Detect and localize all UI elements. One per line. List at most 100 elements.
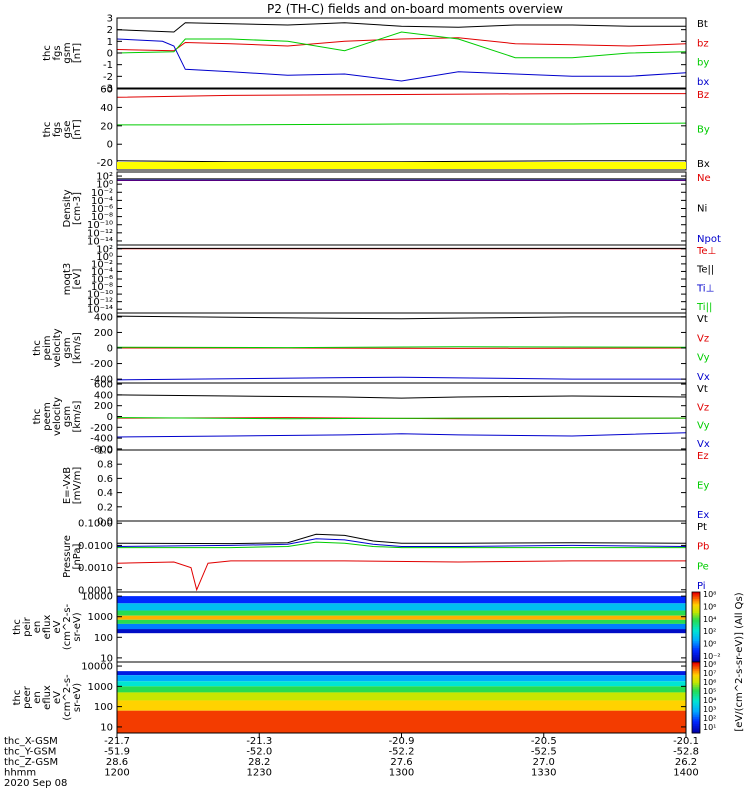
spectrogram-band bbox=[117, 701, 686, 711]
spectrogram-band bbox=[117, 611, 686, 616]
colorbar-label: [eV/(cm^2-s-sr-eV)] (All Qs) bbox=[734, 592, 745, 731]
spectrogram-band bbox=[117, 629, 686, 633]
x-tick-label: 27.6 bbox=[390, 757, 412, 768]
spectrogram-band bbox=[117, 686, 686, 692]
series-line-Pt bbox=[117, 534, 686, 543]
panel-4: 10²10⁰10⁻²10⁻⁴10⁻⁶10⁻⁸10⁻¹⁰10⁻¹²10⁻¹⁴moq… bbox=[62, 244, 716, 315]
y-tick-label: 200 bbox=[94, 328, 113, 339]
y-tick-label: 0.0010 bbox=[78, 563, 113, 574]
x-tick-label: 28.2 bbox=[248, 757, 270, 768]
y-axis-label: [km/s] bbox=[72, 332, 83, 364]
y-tick-label: 0 bbox=[107, 49, 113, 60]
x-tick-label: -21.7 bbox=[104, 736, 130, 747]
x-tick-label: -51.9 bbox=[104, 747, 130, 758]
legend-entry-Vx: Vx bbox=[697, 372, 710, 383]
legend-entry-Vy: Vy bbox=[697, 353, 710, 364]
legend-entry-Pb: Pb bbox=[697, 542, 709, 553]
legend-entry-Ey: Ey bbox=[697, 481, 709, 492]
y-tick-label: -400 bbox=[90, 434, 113, 445]
y-tick-label: 0.1000 bbox=[78, 519, 113, 530]
colorbar-tick-label: 10⁰ bbox=[703, 640, 716, 649]
colorbar-tick-label: 10¹ bbox=[703, 723, 716, 732]
series-line-Bz bbox=[117, 94, 686, 98]
legend-entry-Vy: Vy bbox=[697, 421, 710, 432]
x-tick-label: -20.5 bbox=[531, 736, 557, 747]
legend-entry-Vt: Vt bbox=[697, 314, 708, 325]
spectrogram-band bbox=[117, 681, 686, 686]
y-axis-label: sr-eV) bbox=[72, 612, 83, 641]
y-axis-label: [nPa] bbox=[72, 543, 83, 569]
legend-entry-Bt: Bt bbox=[697, 19, 708, 30]
x-tick-label: -52.5 bbox=[531, 747, 557, 758]
legend-entry-Ti||: Ti|| bbox=[696, 302, 712, 313]
panel-1-frame bbox=[117, 18, 686, 88]
y-tick-label: 0.0100 bbox=[78, 541, 113, 552]
legend-entry-Vz: Vz bbox=[697, 402, 709, 413]
legend-entry-Vz: Vz bbox=[697, 333, 709, 344]
y-tick-label: -200 bbox=[90, 423, 113, 434]
spectrogram-band bbox=[117, 711, 686, 733]
y-tick-label: 0.4 bbox=[97, 488, 113, 499]
legend-entry-by: by bbox=[697, 58, 709, 69]
series-line-bz bbox=[117, 38, 686, 51]
x-axis-row-label: thc_Z-GSM bbox=[4, 757, 58, 768]
series-line-by bbox=[117, 32, 686, 58]
y-tick-label: 20 bbox=[100, 121, 113, 132]
panel-3: 10²10⁰10⁻²10⁻⁴10⁻⁶10⁻⁸10⁻¹⁰10⁻¹²10⁻¹⁴Den… bbox=[62, 172, 721, 248]
x-tick-label: 1300 bbox=[389, 768, 414, 779]
spectrogram-band bbox=[117, 603, 686, 610]
y-tick-label: 600 bbox=[94, 380, 113, 391]
legend-entry-Vx: Vx bbox=[697, 439, 710, 450]
legend-entry-Ez: Ez bbox=[697, 451, 709, 462]
x-tick-label: -20.9 bbox=[389, 736, 415, 747]
spectrogram-band bbox=[117, 692, 686, 700]
spectrogram-band bbox=[117, 671, 686, 675]
y-axis-label: [cm-3] bbox=[72, 192, 83, 225]
y-tick-label: 1000 bbox=[88, 682, 113, 693]
colorbar-tick-label: 10⁶ bbox=[703, 678, 716, 687]
colorbar-tick-label: 10⁴ bbox=[703, 615, 716, 624]
colorbar-tick-label: 10⁴ bbox=[703, 696, 716, 705]
y-axis-label: sr-eV) bbox=[72, 683, 83, 712]
y-tick-label: -200 bbox=[90, 359, 113, 370]
y-tick-label: 1 bbox=[107, 37, 113, 48]
panel-6-frame bbox=[117, 383, 686, 450]
colorbar-tick-label: 10⁸ bbox=[703, 660, 716, 669]
y-tick-label: 0 bbox=[107, 140, 113, 151]
panel-8-frame bbox=[117, 521, 686, 592]
series-line-Pb bbox=[117, 561, 686, 590]
series-line-Bx bbox=[117, 161, 686, 162]
y-tick-label: 100 bbox=[94, 633, 113, 644]
x-axis-row-label: thc_Y-GSM bbox=[4, 747, 56, 758]
y-tick-label: 200 bbox=[94, 401, 113, 412]
series-line-Vy bbox=[117, 347, 686, 348]
panel-3-frame bbox=[117, 172, 686, 245]
series-line-Vy bbox=[117, 418, 686, 419]
x-tick-label: -21.3 bbox=[246, 736, 272, 747]
x-tick-label: -52.0 bbox=[246, 747, 272, 758]
y-tick-label: -2 bbox=[103, 72, 113, 83]
y-tick-label: 0 bbox=[107, 412, 113, 423]
y-axis-label: [km/s] bbox=[72, 400, 83, 432]
yellow-band bbox=[117, 162, 686, 169]
colorbar-tick-label: 10⁵ bbox=[703, 687, 716, 696]
y-axis-label: [mV/m] bbox=[72, 467, 83, 505]
legend-entry-Ne: Ne bbox=[697, 173, 711, 184]
series-line-By bbox=[117, 123, 686, 125]
legend-entry-Ex: Ex bbox=[697, 510, 709, 521]
plot-title: P2 (TH-C) fields and on-board moments ov… bbox=[267, 2, 563, 16]
spectrogram-band bbox=[117, 616, 686, 620]
legend-entry-Bx: Bx bbox=[697, 159, 710, 170]
colorbar-tick-label: 10⁶ bbox=[703, 602, 716, 611]
legend-entry-Ti⊥: Ti⊥ bbox=[696, 283, 714, 294]
y-tick-label: 3 bbox=[107, 14, 113, 25]
x-axis-row-label: hhmm bbox=[4, 768, 36, 779]
colorbar-tick-label: 10⁸ bbox=[703, 590, 716, 599]
legend-entry-By: By bbox=[697, 125, 710, 136]
